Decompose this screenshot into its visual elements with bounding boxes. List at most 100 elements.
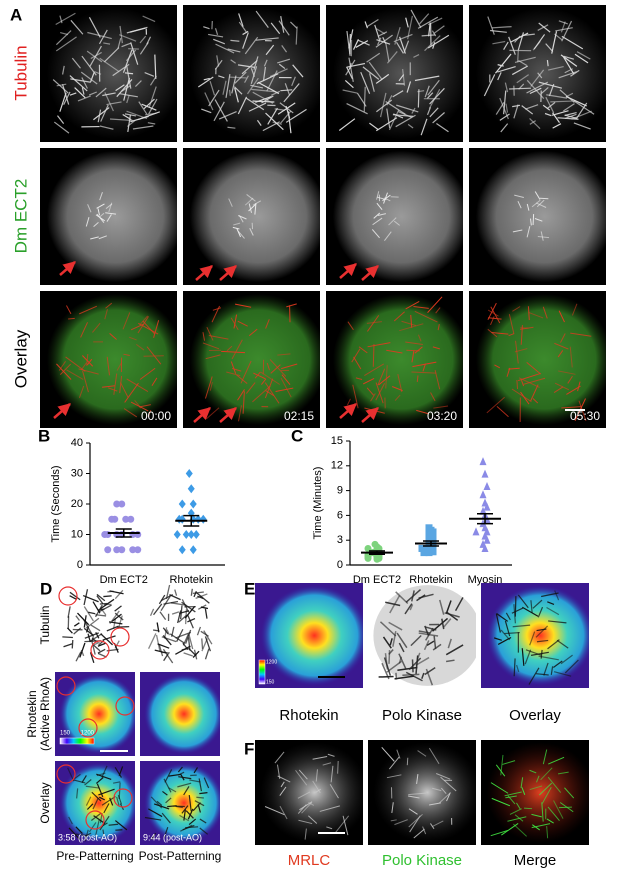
arrow xyxy=(53,403,71,419)
streak xyxy=(199,818,207,824)
streak xyxy=(424,666,436,676)
streak xyxy=(377,213,386,217)
x-tick-label: Dm ECT2 xyxy=(353,574,401,586)
streak xyxy=(526,81,549,94)
streak xyxy=(59,15,63,24)
streak xyxy=(536,775,540,783)
roi-circle xyxy=(58,586,78,606)
arrow xyxy=(361,407,379,423)
streak xyxy=(409,604,414,611)
streak xyxy=(238,21,248,34)
streak xyxy=(284,83,291,96)
streak xyxy=(514,814,524,822)
streak xyxy=(435,307,441,314)
streak xyxy=(251,88,276,93)
streak xyxy=(432,617,449,632)
panel-label: E xyxy=(244,579,255,598)
streak xyxy=(375,34,393,48)
streak xyxy=(369,73,375,92)
streak xyxy=(512,104,521,108)
streak xyxy=(427,17,443,26)
streak xyxy=(233,222,241,226)
cell xyxy=(189,293,320,426)
streak xyxy=(151,377,158,386)
streak xyxy=(127,114,131,133)
streak xyxy=(262,66,267,82)
streak xyxy=(426,107,432,116)
micrograph xyxy=(55,761,135,845)
colorbar-label: 1200 xyxy=(81,731,95,737)
streak xyxy=(71,57,81,69)
streak xyxy=(558,370,576,375)
timestamp: 00:00 xyxy=(141,409,171,423)
streak xyxy=(142,15,156,23)
streak xyxy=(67,606,71,618)
roi-circle xyxy=(113,788,133,808)
streak xyxy=(413,54,420,58)
streak xyxy=(100,104,109,122)
streak xyxy=(97,648,106,654)
streak xyxy=(85,785,100,789)
streak xyxy=(120,382,129,398)
streak xyxy=(267,107,278,125)
streak xyxy=(436,122,449,133)
streak xyxy=(178,776,192,780)
streak xyxy=(501,823,519,836)
streak xyxy=(570,69,580,77)
streak xyxy=(62,65,65,75)
streak xyxy=(158,644,164,657)
cell xyxy=(373,742,476,843)
streak xyxy=(560,21,566,33)
streak xyxy=(411,350,415,363)
cell xyxy=(332,150,463,283)
streak xyxy=(522,606,539,617)
streak xyxy=(85,217,90,227)
streak xyxy=(175,645,191,655)
streak xyxy=(88,91,97,96)
column-label: Polo Kinase xyxy=(382,852,462,869)
micrograph xyxy=(481,583,589,688)
streak xyxy=(214,99,228,122)
streak xyxy=(187,617,196,623)
micrograph xyxy=(40,291,177,428)
streak xyxy=(252,200,262,206)
streak xyxy=(163,653,169,662)
streak xyxy=(244,36,259,55)
data-point xyxy=(472,527,480,536)
streak xyxy=(394,675,415,680)
streak xyxy=(560,654,573,665)
streak xyxy=(569,346,573,368)
data-point xyxy=(173,530,181,539)
streak xyxy=(226,345,233,352)
streak xyxy=(240,360,252,384)
streak xyxy=(329,784,339,799)
streak xyxy=(535,673,549,676)
streak xyxy=(96,203,105,209)
streak xyxy=(143,98,155,110)
streak xyxy=(212,307,222,311)
streak xyxy=(420,118,428,136)
streak xyxy=(119,25,123,44)
streak xyxy=(90,639,96,655)
cell xyxy=(486,585,589,686)
cell xyxy=(332,293,463,426)
x-tick-label: Rhotekin xyxy=(409,574,452,586)
streak xyxy=(158,594,166,605)
streak xyxy=(108,202,113,213)
streak xyxy=(406,757,409,766)
streak xyxy=(542,104,551,111)
micrograph xyxy=(469,291,606,428)
streak xyxy=(94,70,102,75)
streak xyxy=(250,84,264,89)
streak xyxy=(193,590,197,598)
streak xyxy=(553,671,572,677)
streak xyxy=(558,71,577,79)
streak xyxy=(81,87,85,95)
streak xyxy=(295,26,298,45)
streak xyxy=(255,10,269,28)
streak xyxy=(242,391,245,414)
streak xyxy=(95,214,105,222)
streak xyxy=(89,633,103,642)
row-label: Overlay xyxy=(11,329,30,388)
